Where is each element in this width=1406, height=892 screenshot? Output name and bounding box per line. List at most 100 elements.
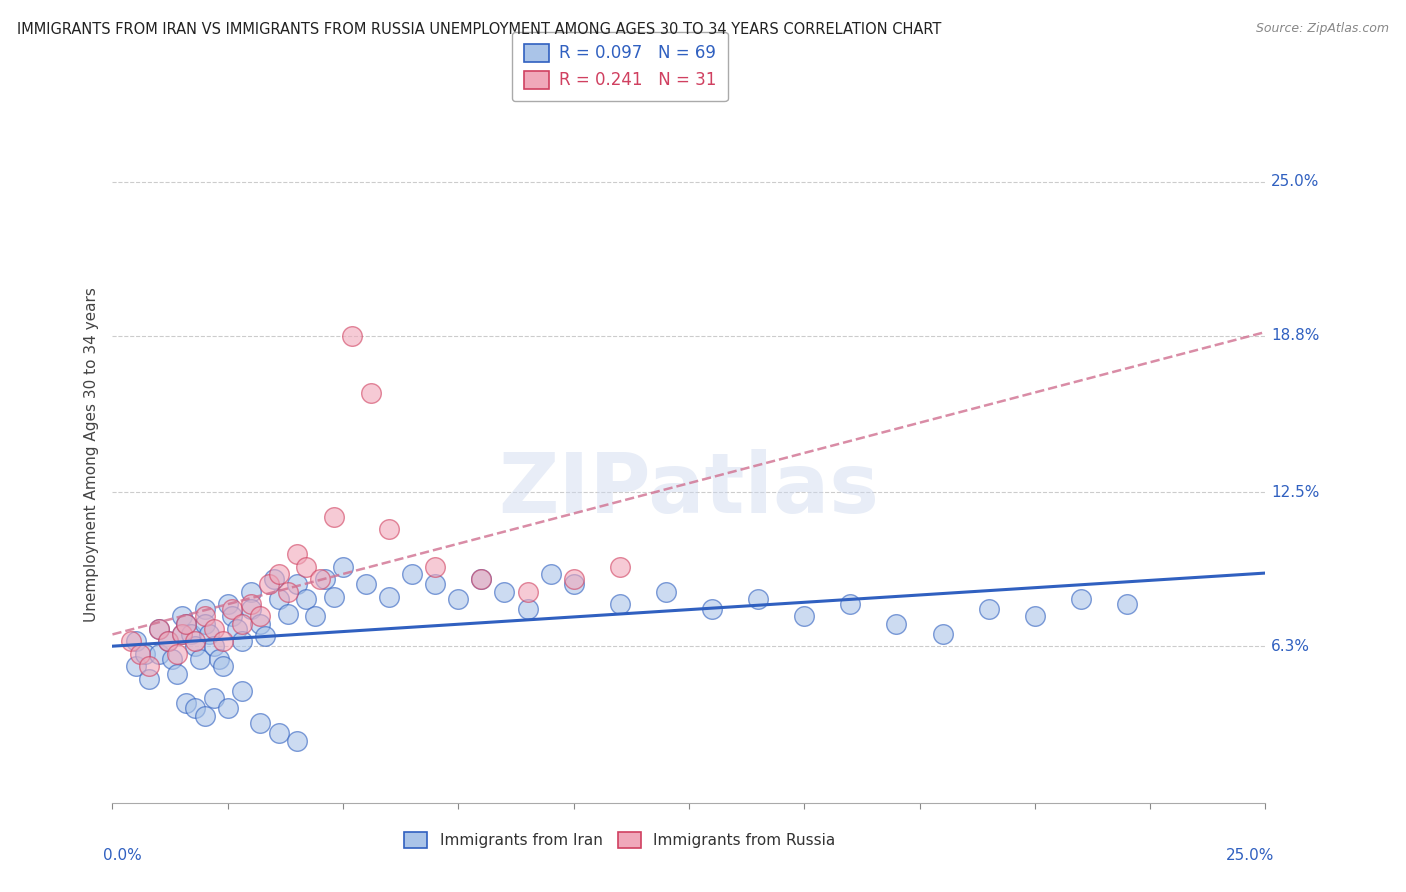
Point [184,639,207,653]
Point [239,602,262,616]
Point [295,592,318,607]
Point [540,567,562,582]
Point [124,659,146,673]
Point [655,584,678,599]
Point [184,634,207,648]
Point [267,567,290,582]
Point [188,651,211,665]
Text: 25.0%: 25.0% [1271,174,1320,189]
Point [267,592,290,607]
Point [148,622,170,636]
Text: 12.5%: 12.5% [1271,484,1320,500]
Point [166,666,188,681]
Point [202,622,225,636]
Point [609,559,631,574]
Point [470,572,492,586]
Point [447,592,470,607]
Point [184,701,207,715]
Point [1070,592,1092,607]
Point [259,577,281,591]
Point [977,602,1000,616]
Point [231,634,253,648]
Point [226,622,249,636]
Point [217,597,239,611]
Point [239,584,262,599]
Point [277,584,299,599]
Point [700,602,723,616]
Point [221,602,243,616]
Point [170,609,193,624]
Point [134,647,156,661]
Point [202,691,225,706]
Point [1116,597,1139,611]
Text: ZIPatlas: ZIPatlas [499,450,879,530]
Point [170,627,193,641]
Text: 0.0%: 0.0% [103,847,142,863]
Point [120,634,142,648]
Point [194,708,217,723]
Text: 25.0%: 25.0% [1226,847,1275,863]
Point [285,577,308,591]
Point [194,609,217,624]
Point [148,647,170,661]
Point [138,672,160,686]
Point [221,609,243,624]
Point [322,510,344,524]
Point [129,647,152,661]
Point [174,616,197,631]
Point [277,607,299,621]
Point [253,629,276,643]
Point [180,627,202,641]
Point [378,523,401,537]
Point [425,577,447,591]
Point [470,572,492,586]
Point [342,328,364,343]
Point [285,547,308,561]
Point [314,572,336,586]
Point [285,733,308,747]
Point [231,616,253,631]
Point [194,616,217,631]
Text: Source: ZipAtlas.com: Source: ZipAtlas.com [1256,22,1389,36]
Point [249,609,271,624]
Point [562,577,585,591]
Point [249,616,271,631]
Point [332,559,354,574]
Point [494,584,516,599]
Point [1024,609,1046,624]
Point [239,597,262,611]
Point [516,602,538,616]
Point [401,567,423,582]
Point [295,559,318,574]
Point [322,590,344,604]
Point [886,616,908,631]
Point [156,634,179,648]
Point [174,616,197,631]
Point [793,609,815,624]
Point [207,651,229,665]
Point [231,684,253,698]
Point [516,584,538,599]
Point [217,701,239,715]
Point [162,651,184,665]
Point [148,622,170,636]
Point [304,609,326,624]
Y-axis label: Unemployment Among Ages 30 to 34 years: Unemployment Among Ages 30 to 34 years [83,287,98,623]
Legend: Immigrants from Iran, Immigrants from Russia: Immigrants from Iran, Immigrants from Ru… [398,825,841,855]
Text: 6.3%: 6.3% [1271,639,1310,654]
Point [202,639,225,653]
Text: 18.8%: 18.8% [1271,328,1320,343]
Point [360,385,382,400]
Point [309,572,332,586]
Point [931,627,953,641]
Point [378,590,401,604]
Point [839,597,862,611]
Point [124,634,146,648]
Point [138,659,160,673]
Point [212,634,235,648]
Point [212,659,235,673]
Point [198,627,221,641]
Point [156,634,179,648]
Point [562,572,585,586]
Point [267,726,290,740]
